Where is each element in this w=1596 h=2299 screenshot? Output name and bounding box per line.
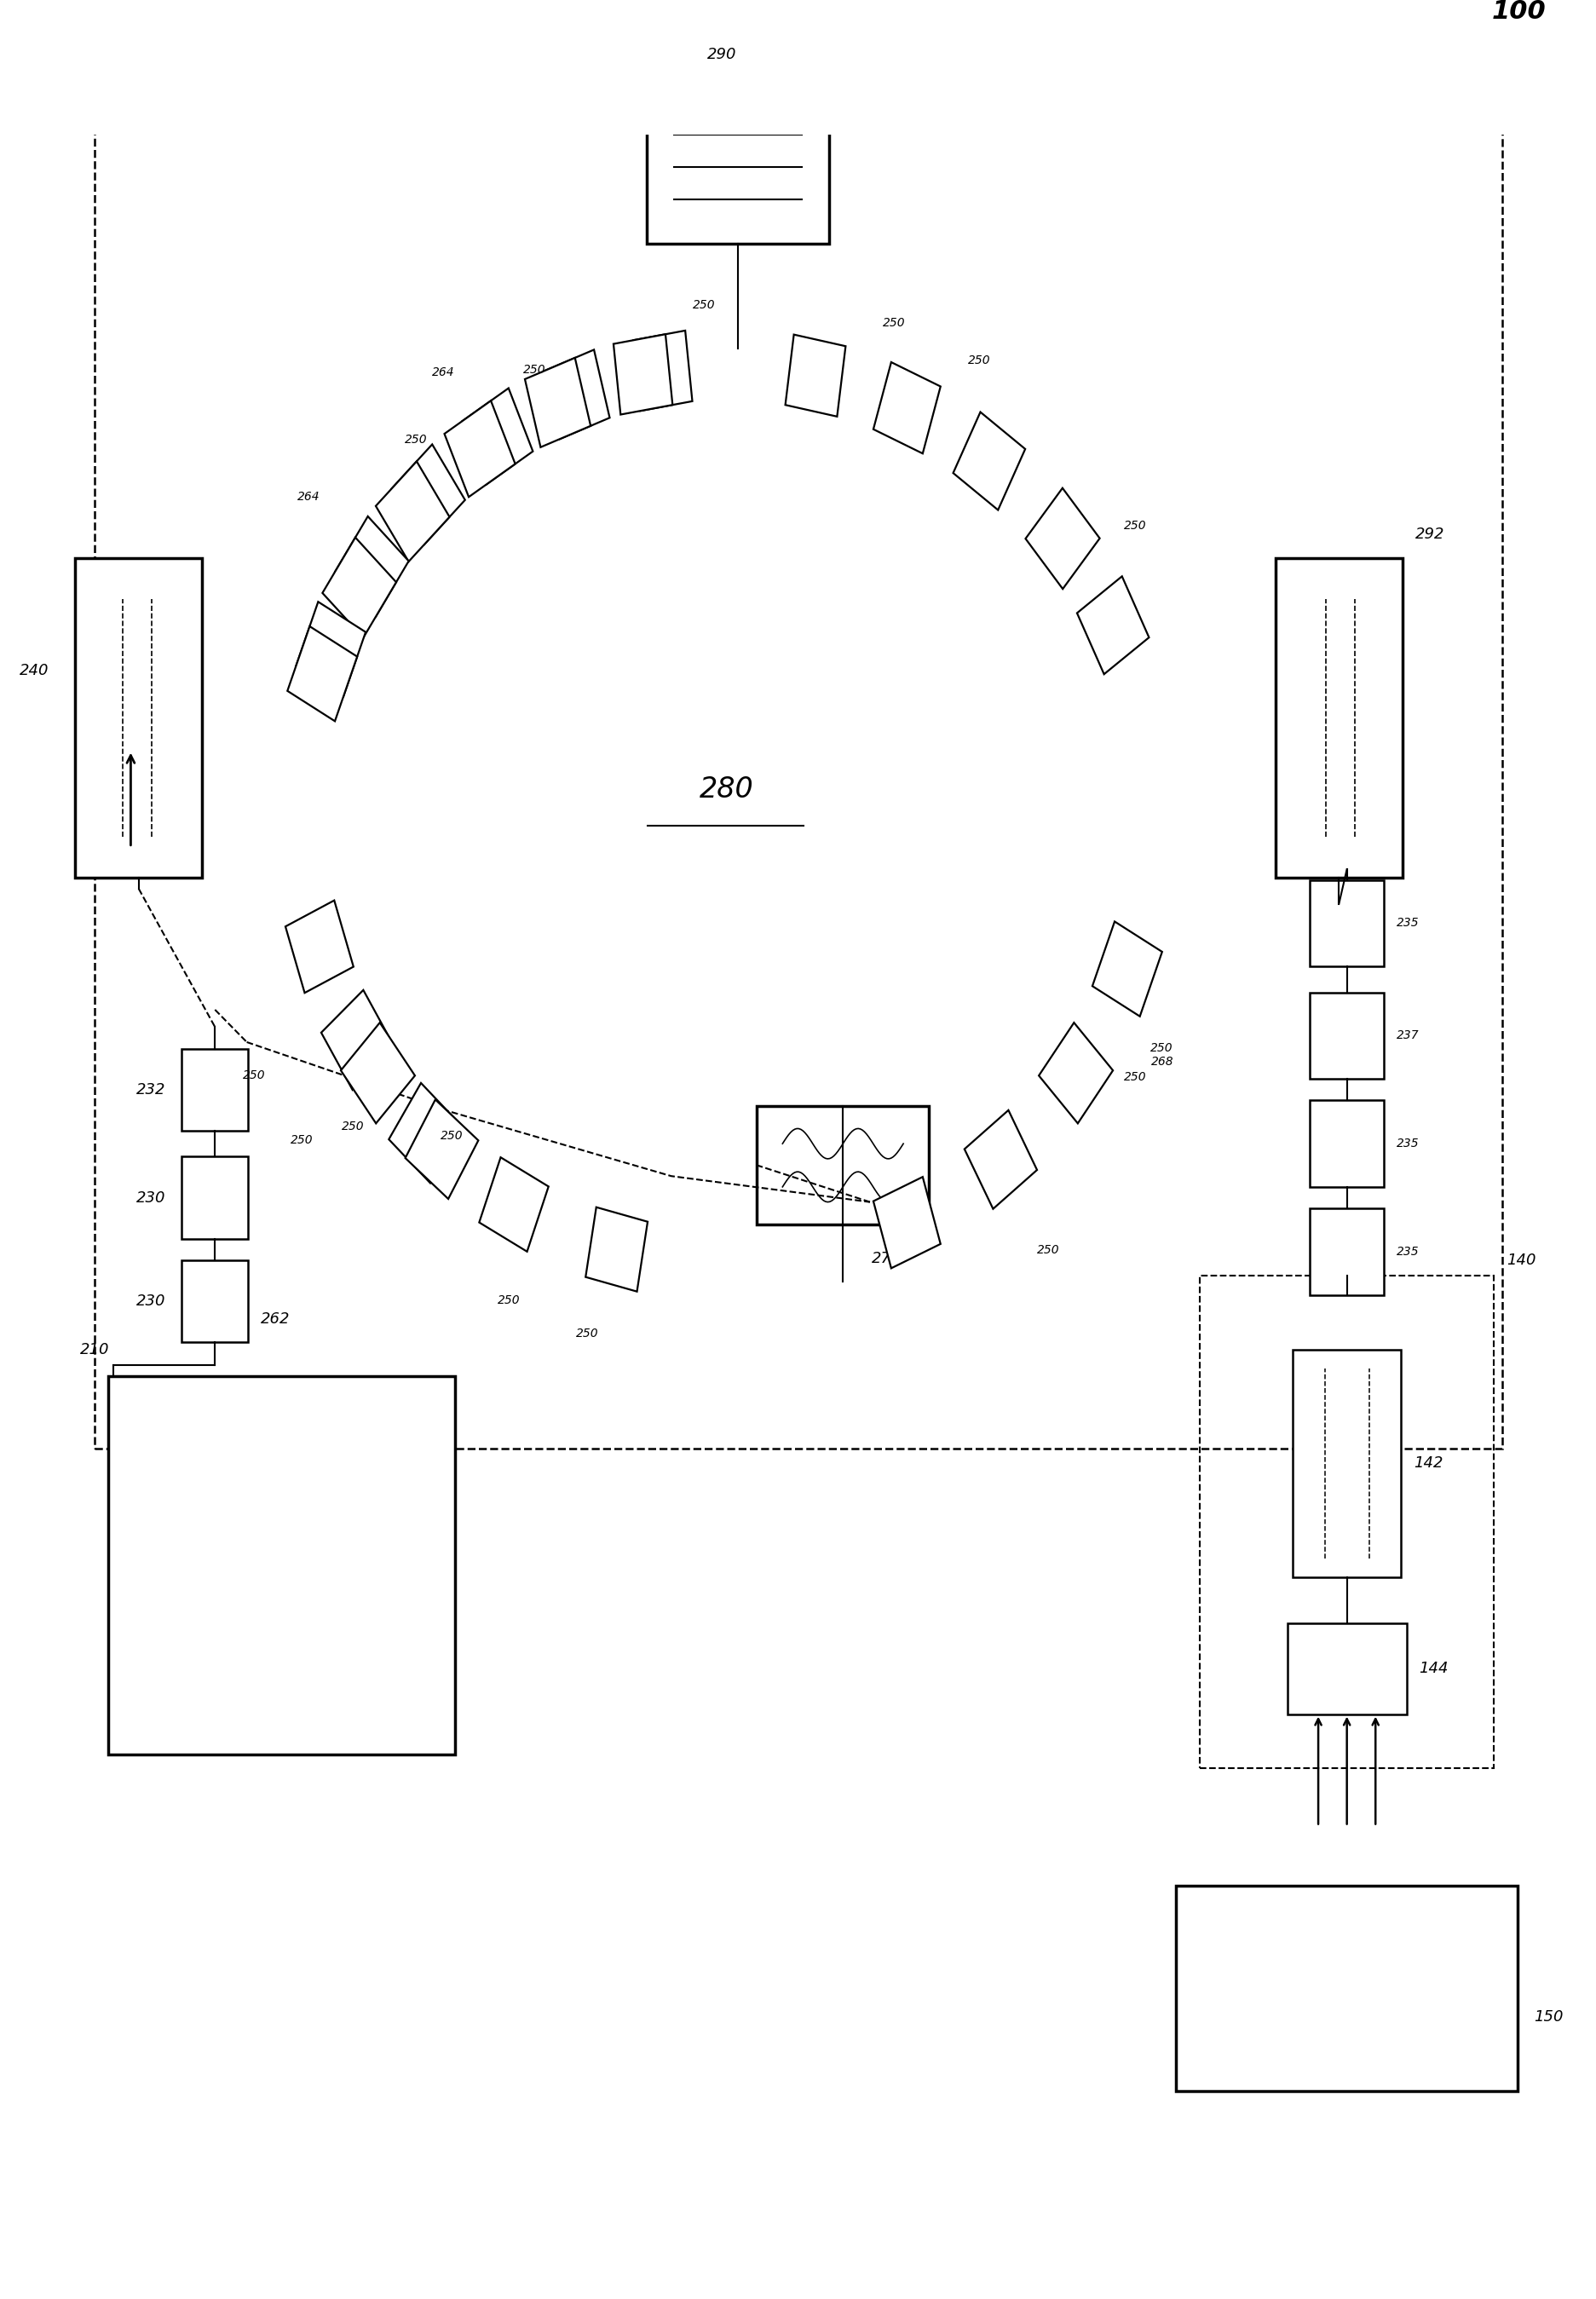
Bar <box>286 901 353 993</box>
Bar <box>1309 1209 1384 1294</box>
Text: 290: 290 <box>707 46 736 62</box>
Text: 232: 232 <box>136 1083 166 1097</box>
Bar <box>182 1156 249 1239</box>
Text: 100: 100 <box>1491 0 1545 23</box>
Text: 235: 235 <box>1396 1138 1419 1150</box>
Bar <box>586 1207 648 1292</box>
Text: 262: 262 <box>262 1310 290 1327</box>
Text: 292: 292 <box>1414 526 1444 543</box>
Bar <box>1076 577 1149 674</box>
Text: 250: 250 <box>1149 1041 1173 1055</box>
Text: 264: 264 <box>433 366 455 377</box>
Text: 268: 268 <box>1151 1055 1173 1067</box>
Bar <box>1286 1623 1406 1715</box>
Bar <box>109 1377 455 1754</box>
Text: 140: 140 <box>1507 1253 1535 1269</box>
Bar <box>388 1083 463 1184</box>
Bar <box>375 462 450 561</box>
Text: 250: 250 <box>440 1131 463 1143</box>
Text: 237: 237 <box>1396 1030 1419 1041</box>
Bar <box>75 559 203 878</box>
Text: 270: 270 <box>871 1251 900 1267</box>
Text: 250: 250 <box>342 1120 364 1131</box>
Bar <box>1309 1101 1384 1186</box>
Text: 250: 250 <box>290 1133 313 1145</box>
Bar <box>1199 1276 1494 1768</box>
Bar <box>1293 1350 1400 1577</box>
Text: 144: 144 <box>1419 1662 1448 1676</box>
Bar <box>544 349 610 439</box>
Bar <box>873 363 940 453</box>
Bar <box>405 1099 479 1198</box>
Bar <box>182 1260 249 1343</box>
Text: 235: 235 <box>1396 1246 1419 1258</box>
Bar <box>461 389 533 485</box>
Bar <box>94 5 1502 1448</box>
Bar <box>335 517 409 616</box>
Text: 250: 250 <box>1124 520 1146 531</box>
Text: 210: 210 <box>80 1343 109 1359</box>
Bar <box>785 336 846 416</box>
Bar <box>444 400 516 497</box>
Bar <box>1092 922 1162 1016</box>
Bar <box>1275 559 1401 878</box>
Text: 250: 250 <box>522 363 546 375</box>
Bar <box>646 103 828 244</box>
Text: 250: 250 <box>1124 1071 1146 1083</box>
Text: 250: 250 <box>883 317 905 329</box>
Text: 250: 250 <box>693 299 715 310</box>
Text: 240: 240 <box>19 662 49 678</box>
Text: 150: 150 <box>1532 2009 1562 2025</box>
Text: 250: 250 <box>1036 1244 1060 1255</box>
Text: 264: 264 <box>297 492 319 503</box>
Text: 230: 230 <box>136 1294 166 1308</box>
Bar <box>1175 1885 1516 2092</box>
Bar <box>340 1023 415 1124</box>
Text: 250: 250 <box>967 354 990 366</box>
Bar <box>1309 993 1384 1078</box>
Bar <box>479 1156 549 1251</box>
Text: 280: 280 <box>699 775 753 802</box>
Bar <box>182 1048 249 1131</box>
Bar <box>391 444 464 545</box>
Bar <box>964 1110 1036 1209</box>
Text: 142: 142 <box>1412 1455 1443 1471</box>
Bar <box>873 1177 940 1269</box>
Bar <box>1309 881 1384 966</box>
Text: 230: 230 <box>136 1191 166 1205</box>
Bar <box>321 991 394 1090</box>
Text: 250: 250 <box>498 1294 520 1306</box>
Text: 250: 250 <box>243 1069 265 1081</box>
Bar <box>1025 487 1100 589</box>
Bar <box>525 359 591 448</box>
Bar <box>953 412 1025 510</box>
Bar <box>295 602 365 697</box>
Text: 250: 250 <box>405 435 428 446</box>
Text: 250: 250 <box>576 1327 598 1340</box>
Bar <box>287 625 358 722</box>
Bar <box>1039 1023 1112 1124</box>
Bar <box>634 331 693 412</box>
Bar <box>322 538 396 637</box>
Text: 235: 235 <box>1396 917 1419 929</box>
Bar <box>757 1106 929 1225</box>
Bar <box>613 333 672 414</box>
